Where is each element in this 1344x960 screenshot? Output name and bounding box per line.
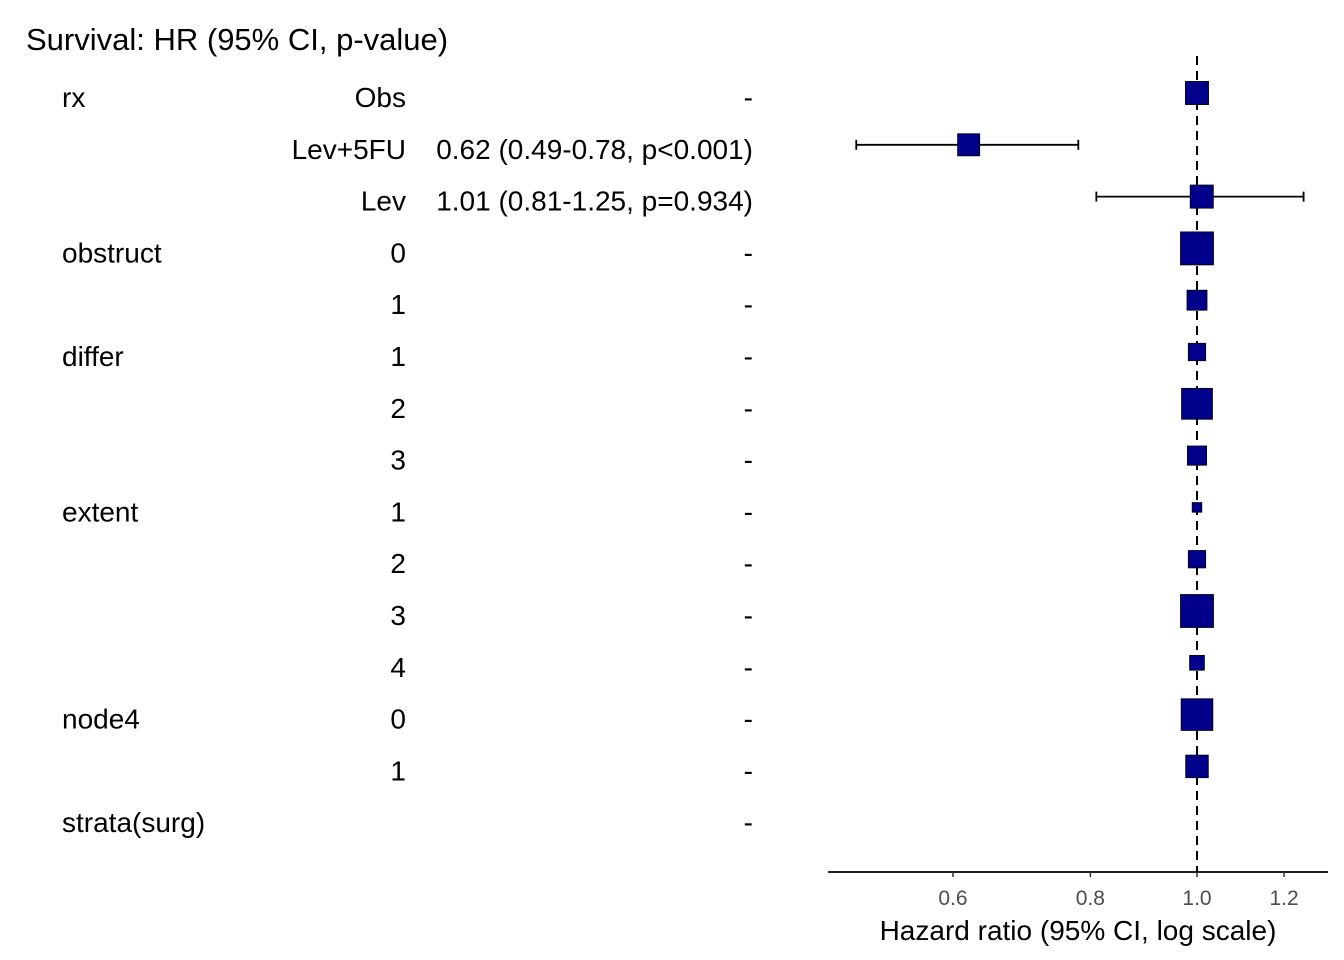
row-variable-label: extent — [62, 496, 138, 527]
row-estimate-text: - — [744, 82, 753, 113]
hr-marker — [1189, 655, 1205, 671]
x-axis-title: Hazard ratio (95% CI, log scale) — [880, 915, 1277, 946]
row-level-label: 4 — [390, 652, 406, 683]
hr-marker — [1180, 698, 1214, 731]
row-estimate-text: - — [744, 496, 753, 527]
estimate-markers — [855, 81, 1305, 779]
hr-marker — [1181, 387, 1213, 420]
hr-marker — [1186, 289, 1208, 311]
hr-marker — [1186, 445, 1208, 466]
row-variable-label: differ — [62, 341, 124, 372]
row-variable-label: rx — [62, 82, 85, 113]
row-estimate-text: - — [744, 548, 753, 579]
row-estimate-text: - — [744, 393, 753, 424]
row-estimate-text: 0.62 (0.49-0.78, p<0.001) — [436, 134, 753, 165]
row-estimate-text: - — [744, 237, 753, 268]
hr-marker — [1187, 550, 1207, 569]
x-tick-label: 0.6 — [938, 887, 967, 910]
hr-marker — [1180, 594, 1214, 628]
row-level-label: 0 — [390, 704, 406, 735]
x-tick-label: 1.2 — [1269, 887, 1298, 910]
row-level-label: 0 — [390, 237, 406, 268]
row-estimate-text: - — [744, 755, 753, 786]
row-estimate-text: 1.01 (0.81-1.25, p=0.934) — [436, 186, 753, 217]
hr-marker — [1185, 754, 1209, 779]
hr-marker — [1187, 342, 1207, 362]
row-level-label: Lev — [361, 186, 406, 217]
row-level-label: 2 — [390, 548, 406, 579]
row-level-label: Obs — [355, 82, 406, 113]
table-columns: rx Obs - Lev+5FU 0.62 (0.49-0.78, p<0.001) Le… — [62, 82, 753, 838]
row-estimate-text: - — [744, 652, 753, 683]
row-variable-label: obstruct — [62, 237, 162, 268]
row-estimate-text: - — [744, 600, 753, 631]
row-estimate-text: - — [744, 289, 753, 320]
row-estimate-text: - — [744, 807, 753, 838]
hr-marker — [1191, 502, 1203, 513]
row-estimate-text: - — [744, 445, 753, 476]
row-level-label: 1 — [390, 289, 406, 320]
hr-marker — [1185, 81, 1209, 105]
x-axis-ticks: 0.6 0.8 1.0 1.2 — [938, 872, 1299, 910]
x-tick-label: 1.0 — [1182, 887, 1211, 910]
row-variable-label: node4 — [62, 704, 140, 735]
row-level-label: 3 — [390, 445, 406, 476]
row-estimate-text: - — [744, 704, 753, 735]
row-variable-label: strata(surg) — [62, 807, 205, 838]
row-level-label: Lev+5FU — [292, 134, 406, 165]
row-level-label: 3 — [390, 600, 406, 631]
chart-title: Survival: HR (95% CI, p-value) — [26, 22, 448, 57]
hr-marker — [957, 133, 981, 157]
row-estimate-text: - — [744, 341, 753, 372]
hr-marker — [1180, 231, 1214, 266]
row-level-label: 2 — [390, 393, 406, 424]
x-tick-label: 0.8 — [1076, 887, 1105, 910]
row-level-label: 1 — [390, 496, 406, 527]
hr-marker — [1189, 184, 1214, 209]
row-level-label: 1 — [390, 341, 406, 372]
row-level-label: 1 — [390, 755, 406, 786]
